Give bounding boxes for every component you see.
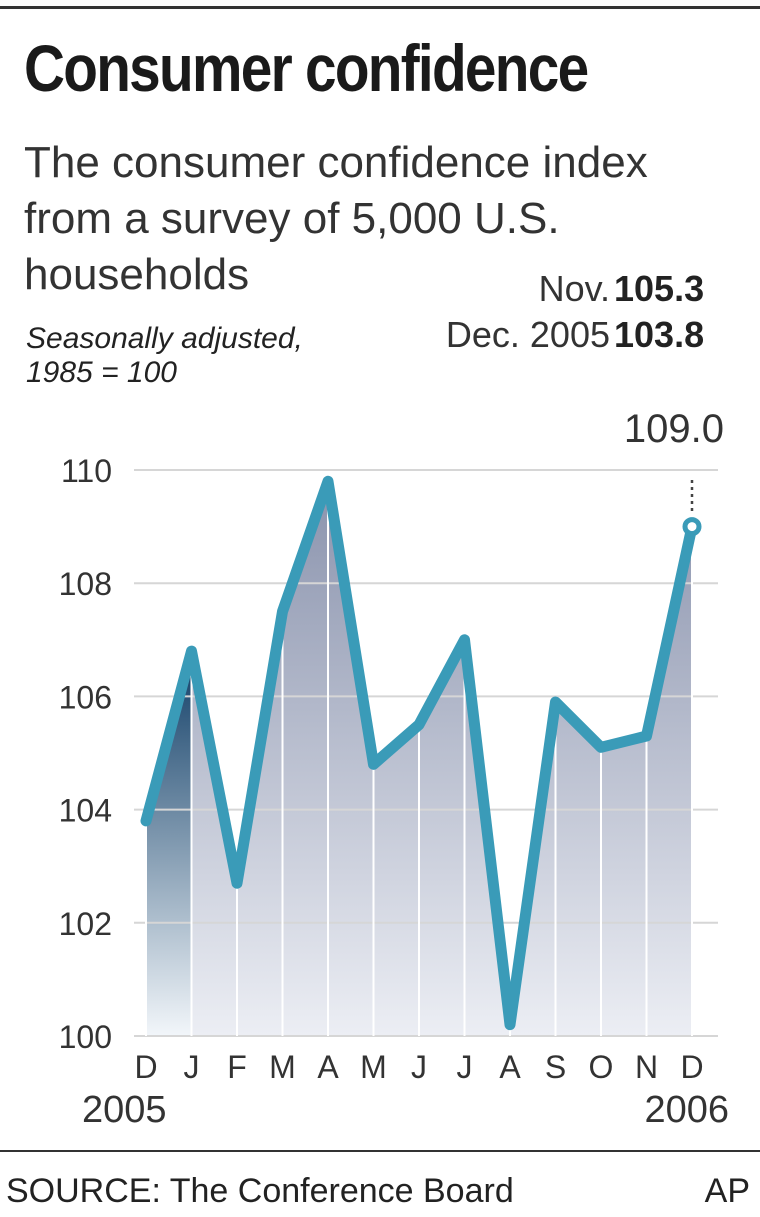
data-point: [642, 731, 651, 741]
data-point: [414, 720, 424, 730]
source-credit: SOURCE: The Conference Board: [6, 1172, 514, 1210]
readout-label-nov: Nov.: [538, 268, 610, 309]
data-point: [278, 607, 287, 616]
x-tick-label: D: [134, 1049, 157, 1085]
year-label-end: 2006: [644, 1089, 729, 1131]
note-line-2: 1985 = 100: [26, 356, 177, 389]
subtitle-line-1: The consumer confidence index: [24, 138, 648, 187]
x-tick-label: O: [589, 1049, 614, 1085]
data-point: [505, 1020, 515, 1030]
data-point: [369, 759, 378, 769]
data-point: [460, 635, 469, 645]
x-tick-label: S: [545, 1049, 566, 1085]
y-tick-label: 110: [61, 453, 112, 489]
data-point: [323, 476, 333, 486]
data-point: [232, 878, 242, 888]
top-rule: [0, 6, 760, 9]
subtitle-line-2: from a survey of 5,000 U.S.: [24, 194, 560, 243]
data-point: [141, 816, 151, 826]
bottom-rule: [0, 1150, 760, 1152]
y-tick-label: 106: [59, 679, 112, 715]
highlight-area: [146, 651, 192, 1036]
x-tick-label: A: [317, 1049, 339, 1085]
data-point: [187, 646, 196, 656]
y-tick-label: 108: [59, 566, 112, 602]
y-tick-label: 102: [59, 906, 112, 942]
data-point: [596, 742, 606, 752]
readout-label-dec: Dec. 2005: [445, 314, 610, 355]
data-point: [551, 697, 560, 707]
data-point-last: [682, 517, 702, 537]
x-tick-label: D: [680, 1049, 703, 1085]
annotation-label: 109.0: [624, 407, 724, 451]
subtitle-line-3: households: [24, 250, 250, 299]
year-label-start: 2005: [82, 1089, 167, 1131]
agency-credit: AP: [704, 1172, 750, 1210]
readout-value-dec: 103.8: [614, 314, 705, 355]
y-tick-label: 104: [59, 793, 112, 829]
x-tick-label: A: [499, 1049, 521, 1085]
x-tick-label: M: [269, 1049, 296, 1085]
y-tick-label: 100: [59, 1019, 112, 1055]
x-tick-label: J: [457, 1049, 473, 1085]
x-tick-label: F: [227, 1049, 247, 1085]
note-line-1: Seasonally adjusted,: [26, 322, 303, 355]
readout-value-nov: 105.3: [614, 268, 705, 309]
x-tick-label: M: [360, 1049, 387, 1085]
chart-title: Consumer confidence: [24, 31, 589, 105]
x-tick-label: J: [184, 1049, 200, 1085]
x-tick-label: J: [411, 1049, 427, 1085]
x-tick-label: N: [635, 1049, 658, 1085]
